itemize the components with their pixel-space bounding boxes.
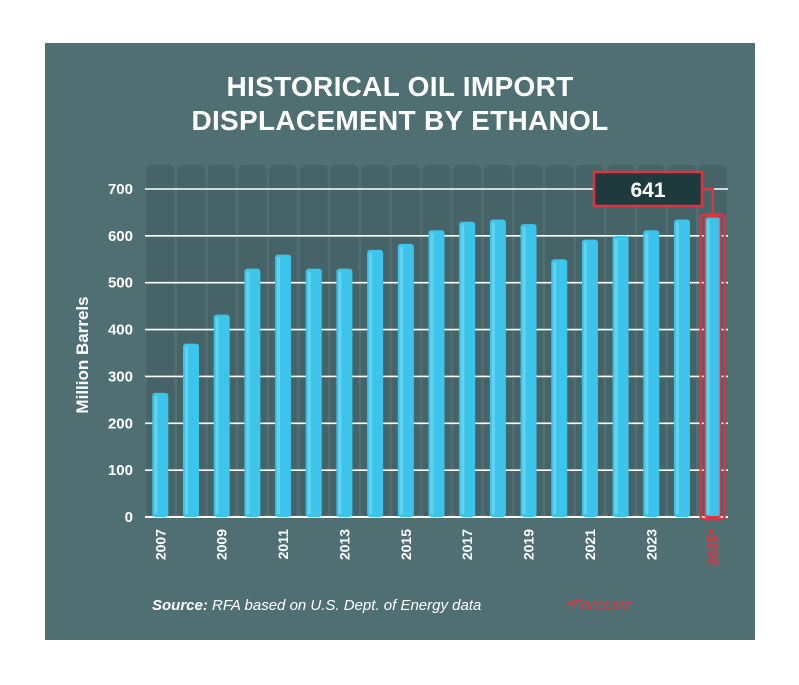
bar-shine: [307, 271, 311, 514]
bar-shine: [461, 224, 465, 515]
bar-shine: [522, 227, 526, 514]
bar-group: [183, 343, 200, 517]
bar-group: [397, 243, 414, 517]
bar-shine: [185, 346, 189, 514]
bar-shine: [553, 262, 557, 514]
bars: [152, 215, 722, 518]
bar-group: [152, 392, 169, 517]
bar-shine: [369, 252, 373, 514]
bar-group: [213, 314, 230, 517]
forecast-note: *Forecast: [566, 597, 631, 614]
bar-group: [673, 219, 690, 517]
x-tick-label: 2011: [275, 529, 291, 560]
bar-group: [703, 215, 722, 518]
source-note: Source: RFA based on U.S. Dept. of Energ…: [152, 597, 481, 614]
bar-group: [612, 235, 629, 517]
bar-shine: [246, 271, 250, 514]
x-tick-label: 2013: [336, 529, 352, 560]
bar-group: [275, 254, 292, 517]
bar-group: [336, 268, 353, 517]
x-axis-ticks: 2007 2009 2011 2013 2015 2017 2019 2021 2023 2025…: [152, 528, 720, 565]
bar-group: [643, 230, 660, 517]
source-text: RFA based on U.S. Dept. of Energy data: [212, 597, 482, 614]
title-line-2: DISPLACEMENT BY ETHANOL: [191, 105, 609, 136]
bar-shine: [277, 257, 281, 514]
bar-shine: [583, 242, 587, 514]
bar-group: [581, 239, 598, 517]
bar-shine: [154, 395, 158, 514]
callout-value: 641: [630, 179, 665, 202]
highlight-callout: 641: [592, 170, 726, 521]
y-tick-label: 200: [108, 415, 133, 432]
x-tick-label: 2025*: [705, 528, 721, 565]
x-tick-label: 2007: [152, 529, 168, 560]
bar-shine: [675, 222, 679, 514]
x-tick-label: 2023: [643, 529, 659, 560]
bar-shine: [614, 238, 618, 514]
y-tick-label: 0: [125, 509, 133, 526]
bar-group: [367, 249, 384, 517]
bar-group: [244, 268, 261, 517]
x-tick-label: 2019: [521, 529, 537, 560]
y-axis-label: Million Barrels: [73, 296, 92, 413]
y-tick-label: 500: [108, 275, 133, 292]
bar-shine: [430, 233, 434, 514]
chart-title: HISTORICAL OIL IMPORT DISPLACEMENT BY ET…: [45, 70, 755, 138]
bar-group: [305, 268, 322, 517]
bar-group: [551, 259, 568, 517]
bar-shine: [491, 222, 495, 514]
y-tick-label: 300: [108, 368, 133, 385]
bar-shine: [399, 246, 403, 514]
y-axis-ticks: 0 100 200 300 400 500 600 700: [108, 181, 133, 526]
bar-group: [459, 221, 476, 518]
y-tick-label: 100: [108, 462, 133, 479]
y-tick-label: 400: [108, 322, 133, 339]
x-tick-label: 2009: [214, 529, 230, 560]
bar-group: [428, 230, 445, 517]
bar-shine: [645, 233, 649, 514]
y-tick-label: 600: [108, 228, 133, 245]
x-tick-label: 2021: [582, 529, 598, 560]
bar-shine: [706, 219, 710, 514]
callout-box: [592, 170, 704, 208]
source-label: Source:: [152, 597, 208, 614]
bar-shine: [338, 271, 342, 514]
x-tick-label: 2015: [398, 529, 414, 560]
bar-group: [489, 219, 506, 517]
bar-shine: [215, 317, 219, 514]
x-tick-label: 2017: [459, 529, 475, 560]
y-tick-label: 700: [108, 181, 133, 198]
title-line-1: HISTORICAL OIL IMPORT: [226, 71, 574, 102]
bar-group: [520, 224, 537, 517]
